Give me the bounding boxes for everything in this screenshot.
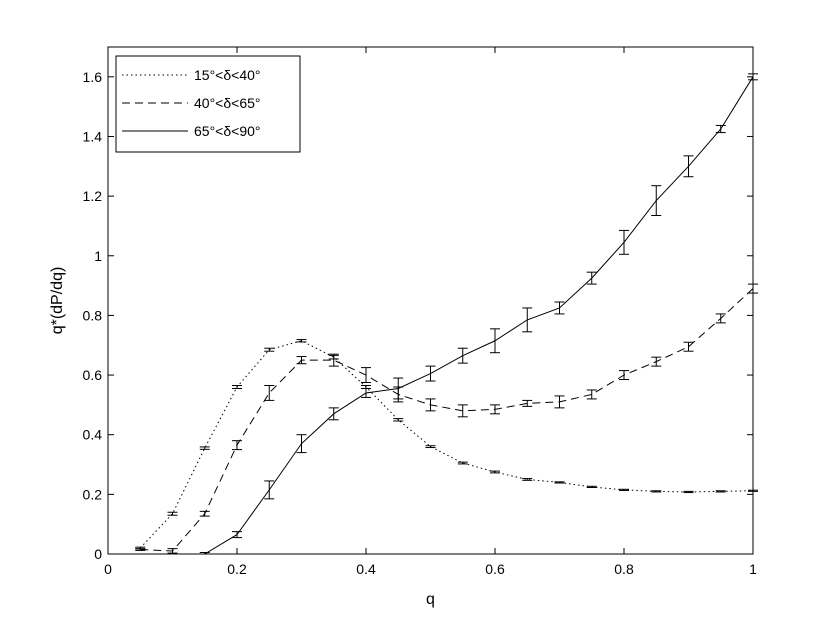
y-tick-label: 1.2 — [83, 188, 103, 204]
error-bar — [522, 399, 533, 407]
x-tick-label: 0 — [104, 561, 112, 577]
error-bar — [748, 73, 758, 81]
error-bar — [425, 398, 436, 412]
error-bar — [490, 328, 500, 354]
error-bar — [490, 470, 500, 474]
error-bar — [748, 283, 758, 294]
series-line — [140, 288, 754, 552]
x-tick-label: 0.2 — [227, 561, 247, 577]
error-bar — [457, 404, 468, 418]
error-bar — [715, 490, 726, 493]
x-tick-label: 0.4 — [356, 561, 376, 577]
error-bar — [522, 307, 533, 333]
error-bar — [554, 395, 565, 409]
error-bar — [715, 313, 726, 324]
error-bar — [135, 548, 146, 551]
error-bar — [199, 552, 210, 555]
series-1 — [135, 339, 758, 550]
axis-ticks: 0 0.2 0.4 0.6 0.8 1 0 0.2 0.4 0.6 0.8 1 1.2 1.4 1.6 — [83, 47, 757, 577]
error-bar — [328, 407, 339, 421]
legend-label: 15°<δ<40° — [194, 67, 261, 83]
error-bar — [361, 387, 371, 398]
error-bar — [748, 489, 758, 492]
y-tick-label: 0.6 — [83, 367, 103, 383]
error-bar — [651, 490, 662, 493]
y-tick-label: 1.4 — [83, 128, 103, 144]
error-bar — [619, 488, 629, 491]
error-bar — [425, 445, 436, 449]
legend: 15°<δ<40° 40°<δ<65° 65°<δ<90° — [115, 55, 301, 153]
error-bar — [425, 365, 436, 382]
series-line — [139, 340, 754, 549]
error-bar — [199, 446, 210, 450]
error-bar — [296, 356, 307, 365]
y-tick-label: 1.6 — [83, 69, 103, 85]
error-bar — [264, 480, 275, 500]
error-bar — [586, 389, 597, 400]
series-layer — [135, 73, 758, 555]
x-tick-label: 0.6 — [485, 561, 505, 577]
error-bar — [683, 155, 694, 178]
error-bar — [619, 229, 629, 255]
error-bar — [651, 185, 662, 217]
y-tick-label: 0.4 — [83, 427, 103, 443]
x-axis-label: q — [426, 591, 435, 608]
y-tick-label: 0.2 — [83, 486, 103, 502]
error-bar — [199, 510, 210, 517]
error-bar — [393, 418, 404, 422]
error-bar — [393, 377, 404, 400]
error-bar — [264, 347, 275, 352]
legend-label: 40°<δ<65° — [194, 95, 261, 111]
y-tick-label: 1 — [94, 248, 102, 264]
error-bar — [232, 440, 242, 451]
error-bar — [619, 370, 629, 381]
error-bar — [264, 384, 275, 401]
error-bar — [586, 485, 597, 488]
error-bar — [328, 353, 339, 367]
y-tick-label: 0 — [94, 546, 102, 562]
error-bar — [457, 461, 468, 465]
error-bar — [715, 124, 726, 134]
error-bar — [586, 271, 597, 285]
error-bar — [554, 481, 565, 484]
series-2 — [135, 283, 758, 554]
error-bar — [232, 531, 242, 539]
error-bar — [651, 356, 662, 367]
error-bar — [167, 552, 178, 555]
error-bar — [490, 404, 500, 415]
y-tick-label: 0.8 — [83, 307, 103, 323]
legend-box — [115, 55, 301, 153]
error-bar — [683, 490, 694, 494]
x-tick-label: 0.8 — [614, 561, 634, 577]
error-bar — [296, 434, 307, 454]
x-tick-label: 1 — [749, 561, 757, 577]
error-bar — [232, 384, 242, 389]
error-bar — [361, 367, 371, 384]
series-3 — [167, 73, 758, 555]
y-axis-label: q*(dP/dq) — [49, 267, 66, 335]
error-bar — [683, 341, 694, 352]
error-bar — [554, 301, 565, 315]
error-bar — [296, 339, 307, 343]
error-bar — [457, 347, 468, 364]
legend-label: 65°<δ<90° — [194, 123, 261, 139]
error-bar — [167, 511, 178, 516]
error-bar — [522, 478, 533, 481]
